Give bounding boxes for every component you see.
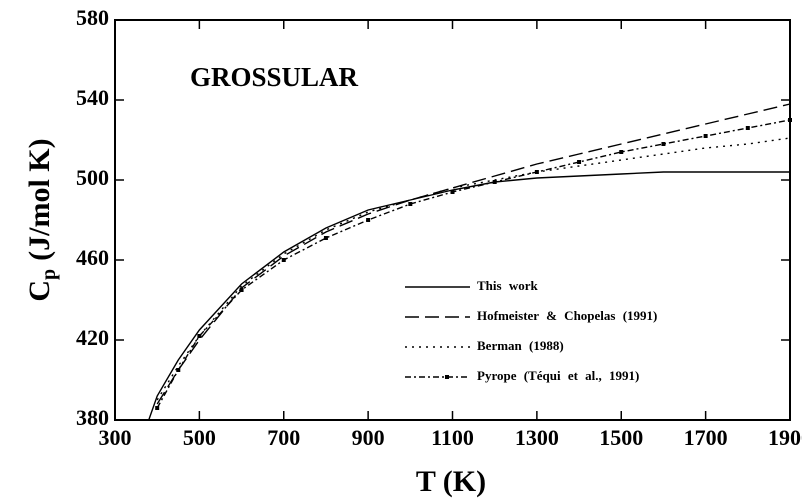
svg-text:Cp(J/mol K): Cp (J/mol K) bbox=[23, 138, 60, 301]
series-marker bbox=[703, 134, 708, 138]
series-line bbox=[156, 137, 791, 401]
y-label-symbol: C bbox=[23, 280, 56, 302]
series-marker bbox=[492, 180, 497, 184]
series-marker bbox=[450, 190, 455, 194]
series-marker bbox=[619, 150, 624, 154]
series-line bbox=[156, 103, 791, 405]
y-tick-label: 580 bbox=[76, 5, 109, 30]
legend-label: Berman (1988) bbox=[477, 338, 564, 353]
x-tick-label: 900 bbox=[352, 425, 385, 450]
series-marker bbox=[745, 126, 750, 130]
x-tick-label: 300 bbox=[99, 425, 132, 450]
legend-label: Pyrope (Téqui et al., 1991) bbox=[477, 368, 639, 383]
series-marker bbox=[323, 236, 328, 240]
y-tick-label: 460 bbox=[76, 245, 109, 270]
y-tick-label: 540 bbox=[76, 85, 109, 110]
x-axis-label: T (K) bbox=[416, 465, 486, 498]
chart-title: GROSSULAR bbox=[190, 62, 359, 92]
legend-label: This work bbox=[477, 278, 538, 293]
series-marker bbox=[577, 160, 582, 164]
x-tick-label: 700 bbox=[267, 425, 300, 450]
series-marker bbox=[197, 334, 202, 338]
series-marker bbox=[281, 258, 286, 262]
series-marker bbox=[366, 218, 371, 222]
series-marker bbox=[155, 406, 160, 410]
x-tick-label: 1100 bbox=[431, 425, 474, 450]
series-marker bbox=[534, 170, 539, 174]
series-line bbox=[156, 119, 791, 409]
series-marker bbox=[408, 202, 413, 206]
y-axis-label: Cp (J/mol K) bbox=[23, 138, 60, 301]
legend-marker bbox=[445, 375, 449, 379]
y-tick-label: 380 bbox=[76, 405, 109, 430]
y-tick-label: 500 bbox=[76, 165, 109, 190]
series-marker bbox=[176, 368, 181, 372]
series-marker bbox=[661, 142, 666, 146]
y-label-unit: (J/mol K) bbox=[23, 138, 56, 260]
y-label-subscript: p bbox=[38, 269, 60, 280]
x-tick-label: 1700 bbox=[684, 425, 728, 450]
series-marker bbox=[788, 118, 792, 122]
x-tick-label: 1300 bbox=[515, 425, 559, 450]
x-tick-label: 1500 bbox=[599, 425, 643, 450]
x-tick-label: 500 bbox=[183, 425, 216, 450]
y-tick-label: 420 bbox=[76, 325, 109, 350]
series-line bbox=[148, 171, 790, 421]
series-marker bbox=[239, 288, 244, 292]
x-tick-label: 1900 bbox=[768, 425, 802, 450]
legend-label: Hofmeister & Chopelas (1991) bbox=[477, 308, 657, 323]
